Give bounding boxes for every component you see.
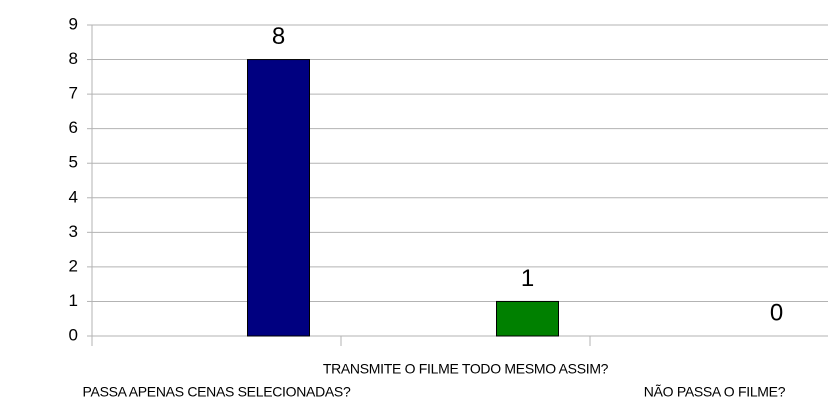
y-tick-label: 4 (69, 187, 78, 206)
value-label: 8 (272, 23, 285, 50)
y-tick-label: 5 (69, 153, 78, 172)
y-tick-label: 0 (69, 325, 78, 344)
y-tick-label: 6 (69, 118, 78, 137)
y-tick-label: 2 (69, 256, 78, 275)
x-tick-label: NÃO PASSA O FILME? (644, 384, 786, 400)
x-tick-label: TRANSMITE O FILME TODO MESMO ASSIM? (323, 361, 609, 377)
y-tick-label: 3 (69, 222, 78, 241)
bar (247, 59, 310, 337)
value-label: 1 (521, 265, 534, 292)
y-tick-label: 1 (69, 291, 78, 310)
y-tick-label: 7 (69, 84, 78, 103)
value-label: 0 (770, 299, 783, 326)
x-tick-label: PASSA APENAS CENAS SELECIONADAS? (83, 384, 351, 400)
y-tick-label: 8 (69, 49, 78, 68)
y-tick-label: 9 (69, 14, 78, 33)
bar (496, 300, 559, 337)
